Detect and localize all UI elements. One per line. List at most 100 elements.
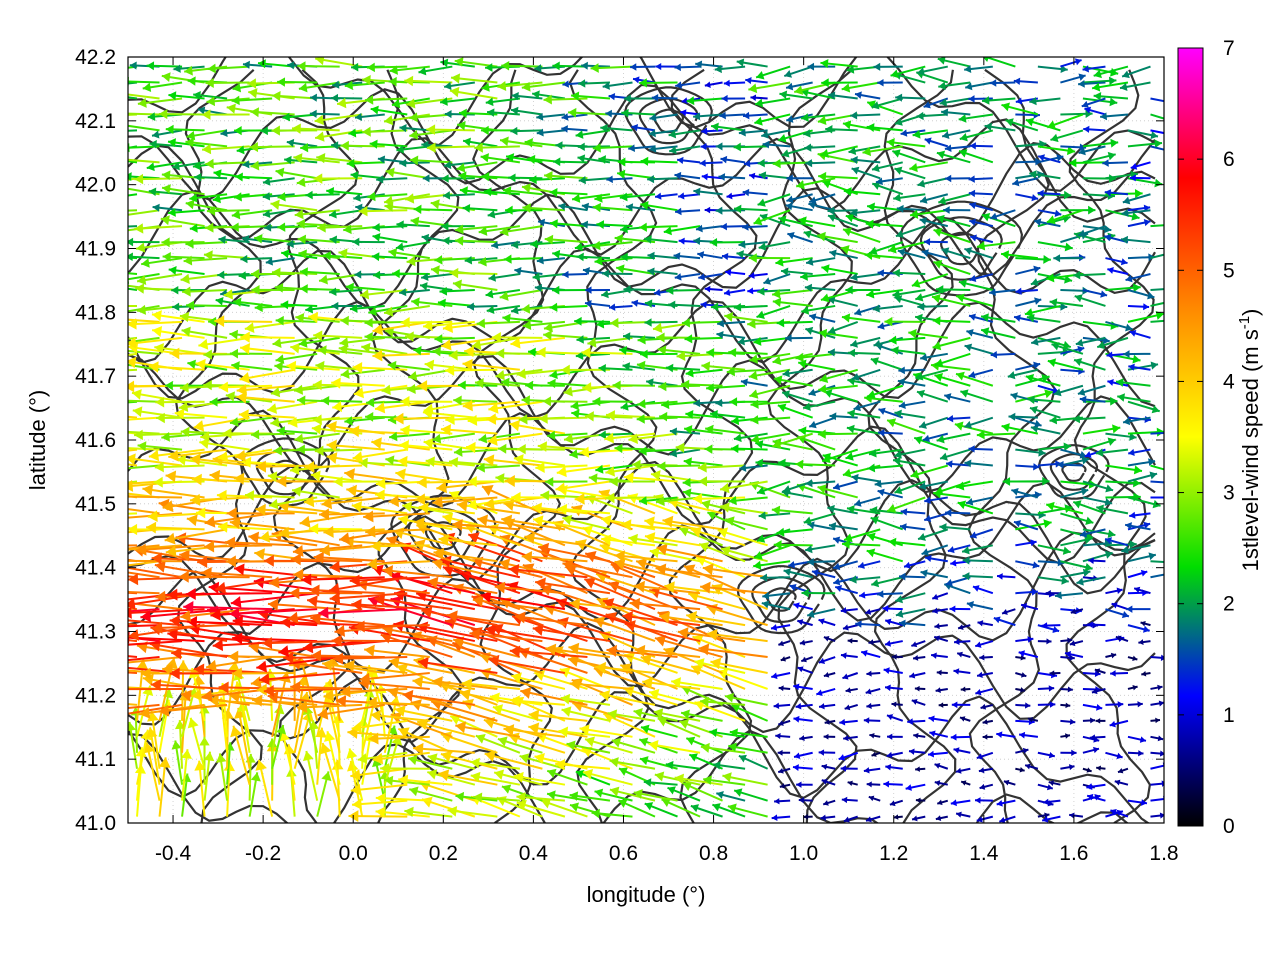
- wind-vector-head: [877, 78, 884, 87]
- wind-vector-head: [669, 449, 678, 458]
- wind-vector-shaft: [1150, 764, 1164, 770]
- wind-vector-shaft: [415, 592, 498, 611]
- wind-vector-head: [310, 649, 322, 662]
- wind-vector-head: [331, 634, 342, 647]
- wind-vector-head: [215, 296, 224, 306]
- wind-vector-head: [568, 655, 580, 667]
- wind-vector-head: [87, 354, 97, 365]
- wind-vector-head: [359, 289, 370, 300]
- wind-vector-head: [299, 515, 311, 528]
- wind-vector-head: [257, 59, 266, 69]
- wind-vector-head: [445, 414, 455, 425]
- wind-vector-head: [415, 493, 426, 506]
- wind-vector-head: [833, 577, 841, 586]
- wind-vector-head: [827, 348, 835, 357]
- wind-vector-head: [399, 159, 407, 168]
- wind-vector-head: [773, 375, 783, 385]
- wind-vector-head: [187, 359, 196, 369]
- wind-vector-head: [1111, 602, 1118, 609]
- wind-vector-head: [978, 767, 985, 774]
- wind-vector-shaft: [683, 565, 746, 595]
- wind-vector-shaft: [128, 624, 160, 628]
- wind-vector-head: [148, 187, 157, 197]
- wind-vector-head: [946, 460, 953, 468]
- wind-vector-head: [940, 452, 948, 461]
- wind-vector-head: [442, 191, 451, 200]
- wind-vector-head: [865, 608, 872, 615]
- wind-vector-head: [365, 412, 374, 422]
- wind-vector-head: [600, 124, 608, 133]
- wind-vector-head: [549, 302, 558, 312]
- wind-vector-head: [283, 651, 294, 664]
- wind-vector-head: [229, 607, 240, 620]
- wind-vector-head: [1089, 734, 1096, 741]
- wind-vector-head: [1064, 651, 1072, 658]
- wind-vector-shaft: [231, 671, 295, 675]
- wind-vector-shaft: [598, 490, 656, 515]
- wind-vector-head: [612, 380, 621, 391]
- wind-vector-head: [678, 237, 685, 245]
- wind-vector-head: [233, 192, 242, 202]
- wind-vector-head: [566, 740, 576, 751]
- wind-vector-head: [981, 213, 991, 222]
- wind-vector-head: [846, 505, 855, 514]
- wind-vector-shaft: [128, 193, 138, 197]
- wind-vector-shaft: [498, 561, 566, 579]
- wind-vector-head: [829, 249, 837, 258]
- wind-vector-head: [772, 158, 781, 169]
- wind-vector-shaft: [440, 558, 521, 579]
- wind-vector-head: [457, 121, 466, 131]
- wind-vector-head: [231, 361, 240, 371]
- wind-vector-head: [782, 390, 791, 399]
- wind-vector-head: [1169, 479, 1175, 486]
- wind-vector-head: [383, 115, 394, 126]
- wind-vector-head: [1025, 373, 1035, 383]
- wind-vector-head: [818, 657, 826, 664]
- wind-vector-head: [1139, 736, 1146, 743]
- wind-vector-shaft: [358, 681, 430, 690]
- wind-vector-head: [755, 458, 764, 468]
- wind-vector-head: [1048, 751, 1055, 759]
- wind-vector-shaft: [524, 535, 588, 547]
- wind-vector-head: [594, 256, 603, 266]
- wind-vector-head: [568, 642, 580, 655]
- wind-vector-head: [380, 763, 390, 774]
- wind-vector-shaft: [293, 573, 363, 579]
- wind-vector-head: [128, 597, 136, 610]
- wind-vector-head: [162, 184, 171, 194]
- wind-vector-shaft: [436, 480, 498, 490]
- wind-vector-head: [1079, 530, 1087, 538]
- wind-vector-head: [385, 455, 395, 466]
- wind-vector-head: [278, 526, 290, 539]
- wind-vector-shaft: [706, 605, 768, 627]
- wind-vector-head: [1156, 427, 1164, 437]
- wind-vector-head: [425, 456, 435, 467]
- wind-vector-head: [868, 448, 877, 458]
- wind-vector-head: [152, 326, 163, 337]
- wind-vector-head: [1097, 341, 1106, 350]
- wind-vector-head: [639, 496, 648, 506]
- wind-vector-head: [644, 299, 653, 308]
- wind-vector-head: [816, 689, 823, 697]
- wind-vector-head: [1007, 371, 1016, 380]
- contour-line: [128, 216, 1156, 364]
- wind-vector-head: [362, 126, 371, 137]
- wind-vector-head: [1160, 654, 1164, 661]
- wind-vector-head: [146, 162, 155, 172]
- wind-vector-head: [405, 193, 415, 204]
- wind-vector-head: [847, 348, 856, 358]
- wind-vector-head: [888, 335, 897, 345]
- wind-vector-head: [795, 352, 804, 363]
- wind-vector-head: [673, 252, 681, 260]
- wind-vector-head: [384, 775, 394, 786]
- wind-vector-head: [212, 639, 224, 652]
- wind-vector-head: [284, 155, 292, 165]
- wind-vector-head: [1107, 379, 1114, 386]
- y-axis-title: latitude (°): [25, 390, 50, 491]
- wind-vector-head: [1104, 225, 1112, 234]
- wind-vector-head: [547, 768, 557, 779]
- wind-vector-head: [584, 300, 592, 308]
- wind-vector-head: [1069, 812, 1075, 819]
- wind-vector-head: [372, 752, 384, 765]
- wind-vector-head: [421, 272, 429, 282]
